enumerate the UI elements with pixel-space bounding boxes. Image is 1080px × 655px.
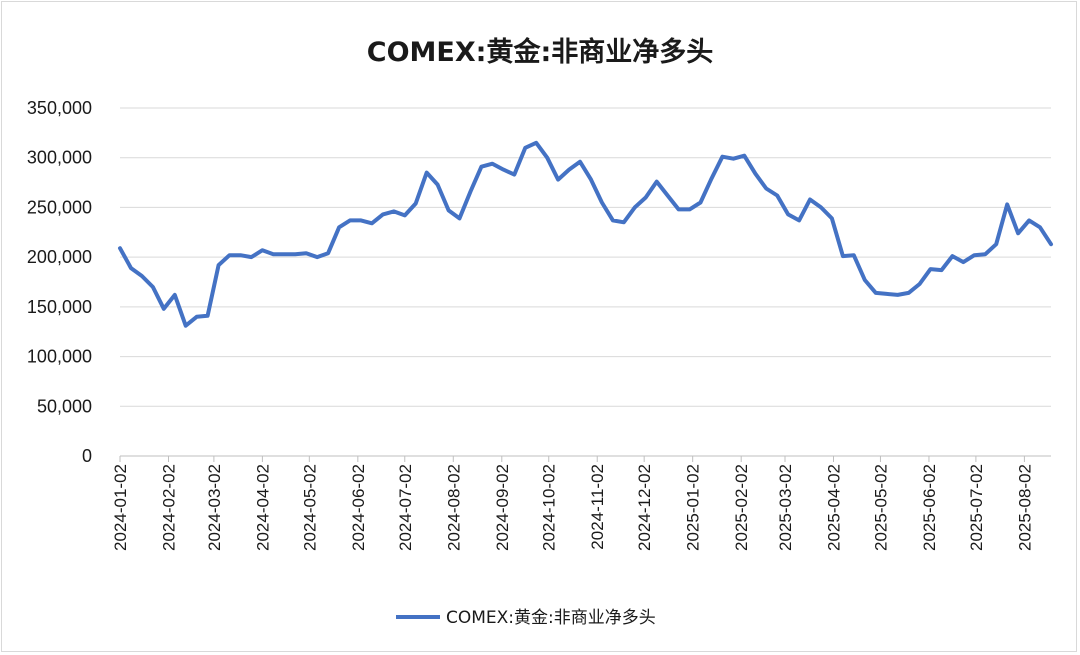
y-axis-ticks: 0 50,000 100,000 150,000 200,000 250,000 300,0… (27, 98, 92, 466)
x-tick-label: 2025-06-02 (920, 464, 939, 551)
y-tick-label: 100,000 (27, 347, 92, 367)
x-tick-label: 2025-03-02 (776, 464, 795, 551)
x-tick-label: 2024-10-02 (540, 464, 559, 551)
y-tick-label: 150,000 (27, 297, 92, 317)
chart-title: COMEX:黄金:非商业净多头 (367, 36, 714, 68)
x-tick-label: 2024-09-02 (493, 464, 512, 551)
x-tick-label: 2025-05-02 (871, 464, 890, 551)
legend-label: COMEX:黄金:非商业净多头 (446, 608, 656, 628)
y-tick-label: 250,000 (27, 197, 92, 217)
x-tick-label: 2024-06-02 (349, 464, 368, 551)
x-tick-label: 2024-01-02 (111, 464, 130, 551)
series-line (118, 140, 1053, 328)
x-tick-label: 2025-01-02 (684, 464, 703, 551)
x-tick-label: 2024-07-02 (396, 464, 415, 551)
x-tick-label: 2025-08-02 (1015, 464, 1034, 551)
x-tick-label: 2025-04-02 (825, 464, 844, 551)
x-tick-label: 2024-02-02 (160, 464, 179, 551)
x-tick-label: 2025-02-02 (732, 464, 751, 551)
y-tick-label: 50,000 (37, 396, 92, 416)
y-tick-label: 300,000 (27, 148, 92, 168)
x-tick-label: 2024-05-02 (300, 464, 319, 551)
legend: COMEX:黄金:非商业净多头 (396, 608, 656, 628)
x-tick-label: 2024-04-02 (253, 464, 272, 551)
x-tick-label: 2024-03-02 (205, 464, 224, 551)
y-tick-label: 350,000 (27, 98, 92, 118)
x-tick-label: 2024-11-02 (588, 464, 607, 550)
gridlines (120, 107, 1051, 407)
x-tick-label: 2024-12-02 (635, 464, 654, 551)
series-layer (118, 140, 1053, 328)
y-tick-label: 0 (82, 446, 92, 466)
x-axis: 2024-01-02 2024-02-02 2024-03-02 2024-04-02… (111, 455, 1051, 551)
x-tick-label: 2024-08-02 (444, 464, 463, 551)
x-tick-label: 2025-07-02 (967, 464, 986, 551)
y-tick-label: 200,000 (27, 247, 92, 267)
